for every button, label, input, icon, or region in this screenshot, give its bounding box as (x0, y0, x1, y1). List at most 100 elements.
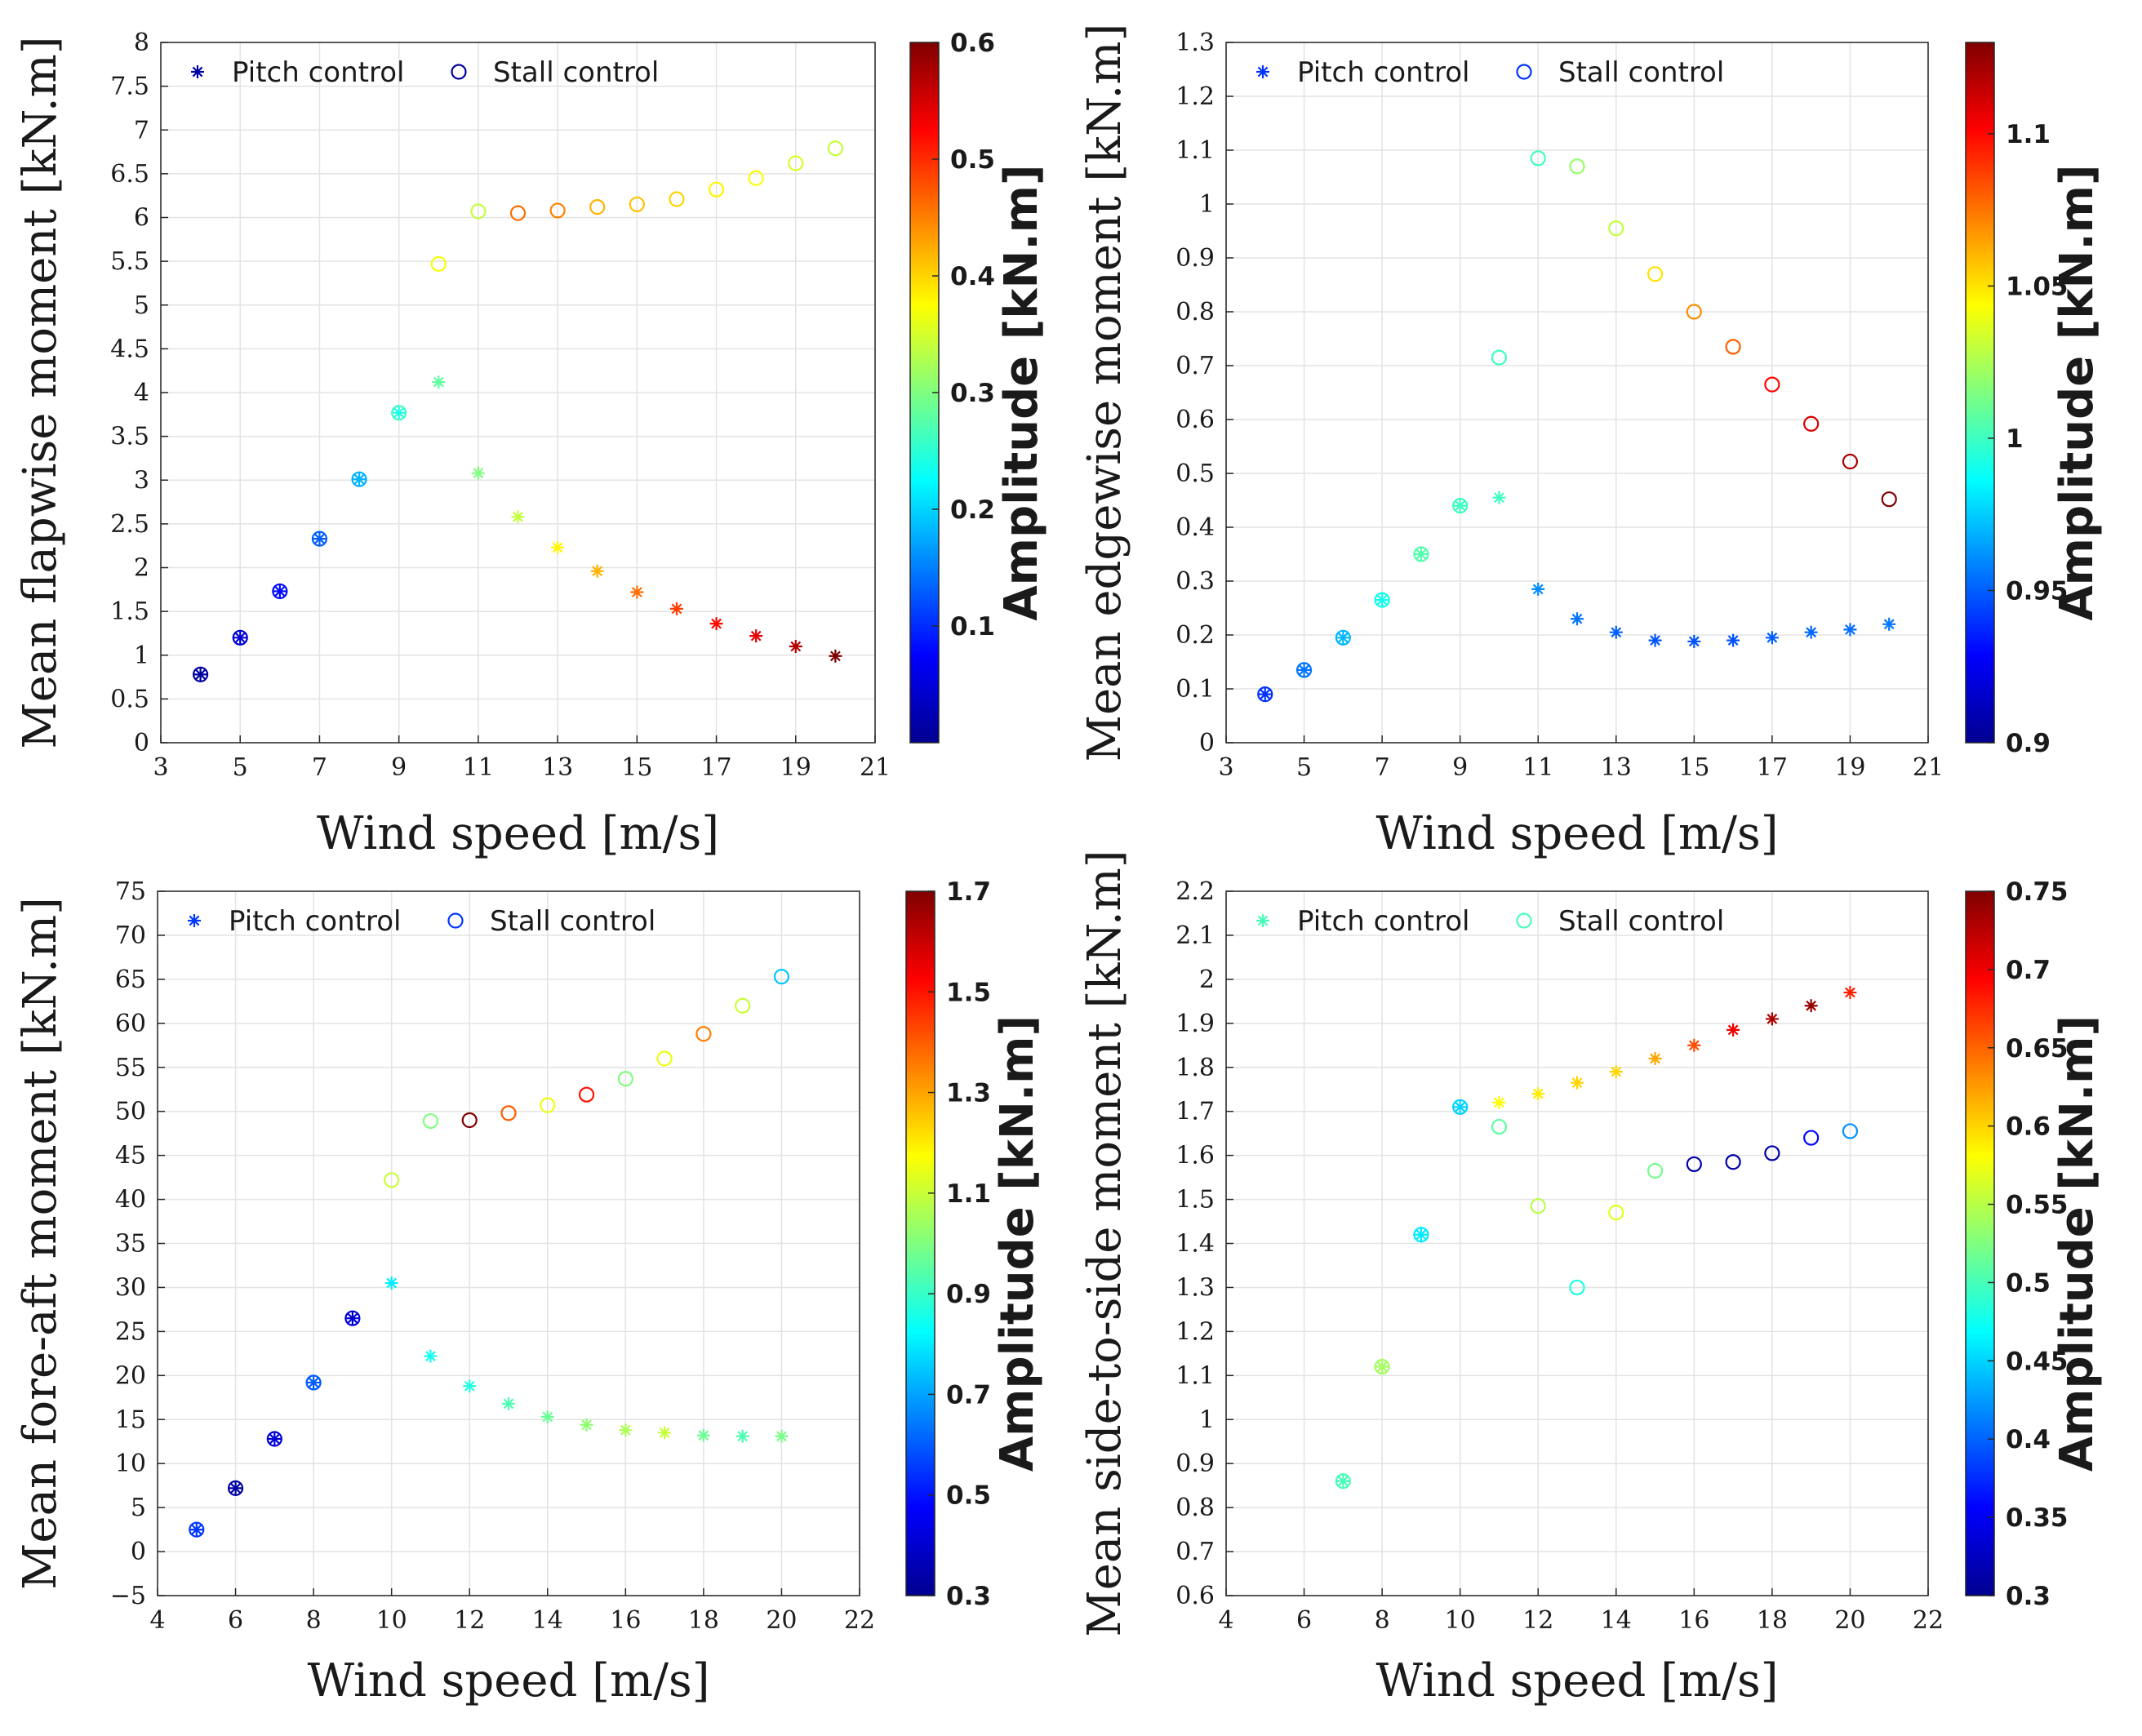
y-tick-label: 0 (1199, 729, 1215, 757)
colorbar-gradient (1965, 890, 1995, 1596)
pitch-control-point (353, 473, 367, 486)
pitch-control-series (193, 375, 842, 682)
asterisk-stroke (234, 632, 246, 643)
pitch-control-point (669, 602, 683, 615)
asterisk-stroke (1806, 627, 1817, 638)
x-tick-label: 7 (1375, 753, 1390, 782)
pitch-control-point (392, 406, 406, 420)
pitch-control-point (384, 1276, 398, 1290)
stall-control-point (1569, 1279, 1585, 1296)
stall-control-point (470, 203, 487, 220)
y-tick-label: 6.5 (110, 160, 149, 189)
asterisk-stroke (189, 915, 200, 926)
legend-label-pitch: Pitch control (1297, 905, 1469, 938)
axes-box (1225, 42, 1929, 744)
stall-control-point (1491, 349, 1508, 366)
stall-control-point (1646, 1162, 1664, 1179)
x-tick-label: 21 (860, 753, 891, 782)
stall-control-point (351, 471, 367, 487)
colorbar-tick-label: 1.7 (946, 877, 991, 907)
pitch-control-point (1297, 663, 1311, 677)
y-tick-label: 60 (115, 1010, 146, 1038)
colorbar-tick-label: 1.05 (2006, 272, 2069, 301)
legend-circle-icon (1516, 912, 1532, 929)
legend-asterisk-icon (188, 914, 201, 927)
x-tick-label: 6 (1296, 1606, 1312, 1635)
pitch-control-point (789, 640, 802, 654)
y-tick-label: 0.8 (1175, 1494, 1215, 1522)
stall-control-point (1452, 497, 1469, 514)
pitch-control-point (709, 617, 723, 631)
x-tick-label: 12 (454, 1606, 485, 1635)
stall-control-point (272, 583, 288, 600)
legend-circle-icon (451, 64, 467, 80)
asterisk-stroke (1337, 632, 1349, 643)
pitch-control-point (540, 1410, 554, 1424)
stall-control-point (578, 1086, 595, 1103)
asterisk-stroke (631, 587, 642, 597)
asterisk-stroke (314, 533, 325, 544)
colorbar-tick-label: 0.9 (2006, 729, 2051, 758)
asterisk-stroke (1650, 1053, 1660, 1064)
stall-control-point (1530, 1198, 1546, 1214)
asterisk-stroke (393, 407, 405, 419)
legend-asterisk-icon (1256, 65, 1269, 78)
y-tick-label: 0.9 (1175, 244, 1215, 273)
stall-control-point (193, 666, 209, 682)
x-tick-label: 9 (391, 753, 407, 782)
asterisk-stroke (552, 542, 563, 553)
stall-control-point (1374, 1358, 1390, 1375)
x-tick-label: 9 (1452, 753, 1468, 782)
colorbar-tick-label: 0.4 (2006, 1425, 2051, 1454)
pitch-control-point (1414, 548, 1428, 561)
y-tick-label: 45 (115, 1142, 146, 1170)
pitch-control-point (511, 510, 525, 524)
asterisk-stroke (192, 66, 203, 78)
colorbar-label: Amplitude [kN.m] (991, 1015, 1044, 1472)
y-tick-label: 7.5 (110, 73, 149, 101)
pitch-control-point (1687, 634, 1701, 648)
pitch-control-point (1375, 593, 1389, 607)
x-tick-label: 11 (463, 753, 494, 782)
stall-control-point (391, 405, 407, 421)
y-tick-label: 1.7 (1175, 1098, 1215, 1126)
pitch-control-point (193, 668, 207, 682)
colorbar-tick-label: 0.5 (950, 145, 995, 175)
y-tick-label: 1.3 (1175, 29, 1215, 57)
colorbar-tick-label: 0.35 (2006, 1503, 2069, 1533)
x-tick-label: 16 (610, 1606, 641, 1635)
asterisk-stroke (464, 1380, 475, 1392)
stall-control-point (1257, 686, 1273, 703)
y-tick-label: 0.3 (1175, 567, 1215, 596)
asterisk-stroke (1766, 632, 1778, 643)
pitch-control-point (658, 1426, 672, 1440)
asterisk-stroke (274, 586, 286, 597)
pitch-control-point (1336, 1474, 1350, 1488)
stall-control-point (617, 1071, 633, 1087)
y-tick-label: 8 (134, 29, 149, 57)
stall-control-point (549, 202, 566, 219)
asterisk-stroke (1571, 613, 1583, 624)
y-tick-label: 1.9 (1175, 1010, 1215, 1038)
y-tick-label: 2 (1199, 966, 1215, 994)
legend-asterisk-icon (191, 65, 204, 78)
y-tick-label: 1.6 (1175, 1142, 1215, 1170)
asterisk-stroke (347, 1312, 358, 1324)
x-axis-label: Wind speed [m/s] (1375, 807, 1778, 860)
pitch-control-point (189, 1523, 203, 1537)
stall-control-point (1764, 1145, 1780, 1161)
x-tick-label: 3 (1218, 753, 1233, 782)
asterisk-stroke (1376, 594, 1388, 606)
stall-control-point (540, 1097, 556, 1113)
x-tick-label: 10 (376, 1606, 407, 1635)
y-tick-label: 0.8 (1175, 298, 1215, 326)
stall-control-series (1335, 1099, 1859, 1490)
y-tick-label: 5 (134, 291, 149, 320)
legend: Pitch control Stall control (188, 905, 655, 938)
legend-asterisk-icon (1256, 914, 1269, 927)
x-tick-label: 19 (1834, 753, 1865, 782)
pitch-control-point (1414, 1228, 1428, 1241)
colorbar-label: Amplitude [kN.m] (2051, 164, 2104, 620)
x-tick-label: 5 (1296, 753, 1312, 782)
